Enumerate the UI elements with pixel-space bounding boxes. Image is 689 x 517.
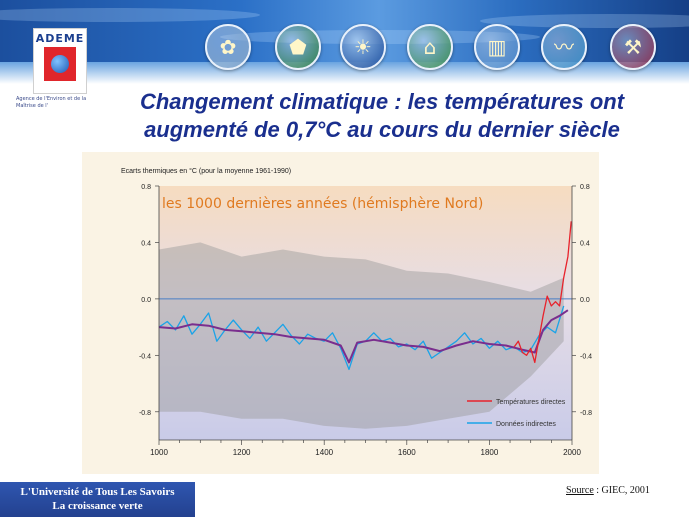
x-tick-label: 2000 xyxy=(563,448,581,457)
y-tick-label-left: 0.8 xyxy=(141,184,151,191)
flower-icon: ✿ xyxy=(205,24,251,70)
y-tick-label-left: 0.4 xyxy=(141,240,151,247)
sun-icon: ☀ xyxy=(340,24,386,70)
y-tick-label-left: -0.4 xyxy=(139,353,151,360)
series-line-1 xyxy=(158,309,569,364)
flower-glyph: ✿ xyxy=(219,35,237,59)
legend-label-1: Données indirectes xyxy=(496,421,556,428)
sun-glyph: ☀ xyxy=(354,35,372,59)
france-map-glyph: ⬟ xyxy=(289,35,307,59)
y-tick-label-right: 0.4 xyxy=(580,240,590,247)
series-line-2 xyxy=(513,221,572,364)
y-tick-label-right: 0.8 xyxy=(580,184,590,191)
footer-banner: L'Université de Tous Les Savoirs La croi… xyxy=(0,482,195,517)
legend-label-0: Températures directes xyxy=(496,399,566,406)
source-text: : GIEC, 2001 xyxy=(593,485,650,496)
footer-line-1: L'Université de Tous Les Savoirs xyxy=(20,486,175,498)
y-tick-label-left: 0.0 xyxy=(141,297,151,304)
house-icon: ⌂ xyxy=(407,24,453,70)
x-tick-label: 1600 xyxy=(398,448,416,457)
house-glyph: ⌂ xyxy=(423,35,437,59)
x-tick-label: 1400 xyxy=(315,448,333,457)
france-map-icon: ⬟ xyxy=(275,24,321,70)
globe-icon xyxy=(51,55,69,73)
banner-wave xyxy=(0,8,260,22)
bar-chart-icon: ▥ xyxy=(474,24,520,70)
page-title: Changement climatique : les températures… xyxy=(82,88,682,144)
y-tick-label-right: -0.8 xyxy=(580,410,592,417)
x-tick-label: 1800 xyxy=(481,448,499,457)
chart-title: les 1000 dernières années (hémisphère No… xyxy=(162,196,483,212)
plot-area xyxy=(159,186,572,440)
source-note: Source : GIEC, 2001 xyxy=(566,485,650,496)
zigzag-glyph: 〰 xyxy=(554,35,574,59)
banner-fade xyxy=(0,62,689,84)
ademe-logo: ADEME xyxy=(33,28,87,94)
hammer-glyph: ⚒ xyxy=(624,35,642,59)
title-line-1: Changement climatique : les températures… xyxy=(139,89,625,114)
temperature-chart: Ecarts thermiques en °C (pour la moyenne… xyxy=(82,152,599,474)
agency-name: Agence de l'Environ et de la Maîtrise de… xyxy=(16,96,87,109)
x-tick-label: 1200 xyxy=(233,448,251,457)
logo-text: ADEME xyxy=(35,32,85,45)
zigzag-icon: 〰 xyxy=(541,24,587,70)
title-line-2: augmenté de 0,7°C au cours du dernier si… xyxy=(144,117,620,142)
y-tick-label-right: -0.4 xyxy=(580,353,592,360)
bar-chart-glyph: ▥ xyxy=(487,35,507,59)
x-tick-label: 1000 xyxy=(150,448,168,457)
y-tick-label-right: 0.0 xyxy=(580,297,590,304)
uncertainty-band xyxy=(159,242,564,429)
y-axis-label: Ecarts thermiques en °C (pour la moyenne… xyxy=(121,167,291,175)
hammer-icon: ⚒ xyxy=(610,24,656,70)
footer-line-2: La croissance verte xyxy=(52,500,143,512)
source-label: Source xyxy=(566,485,594,496)
y-tick-label-left: -0.8 xyxy=(139,410,151,417)
